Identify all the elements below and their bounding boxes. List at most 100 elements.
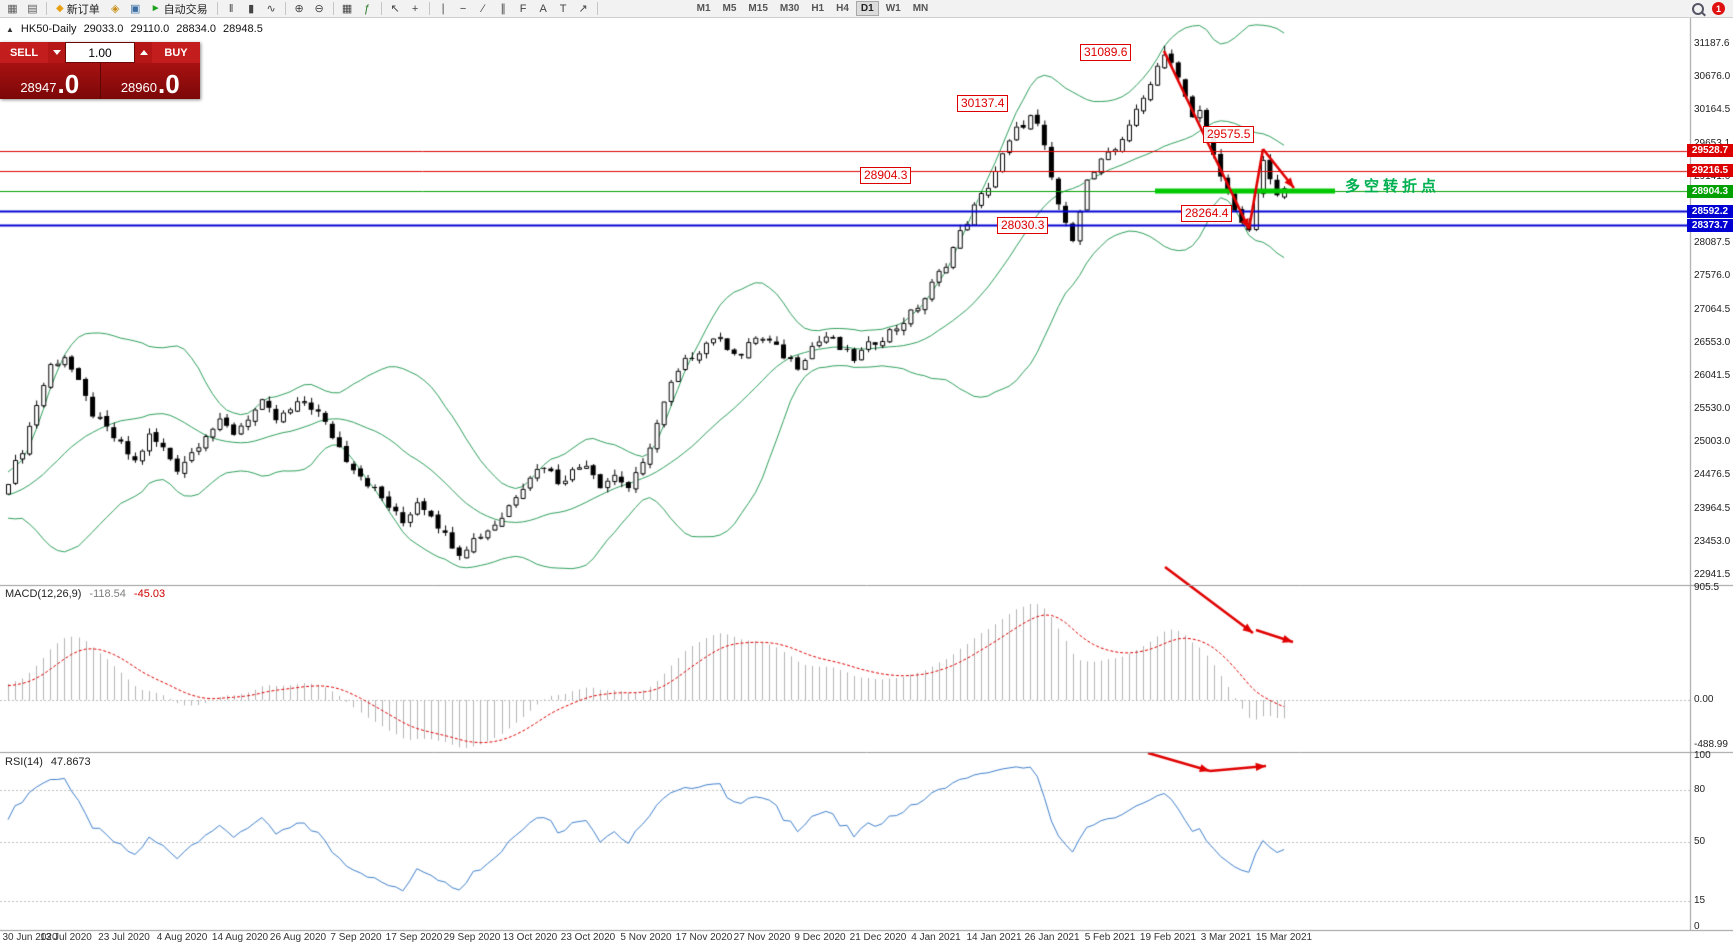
zoom-out-icon[interactable]: ⊖: [314, 3, 324, 15]
sell-price-frac: .0: [57, 69, 80, 99]
x-axis-label: 13 Jul 2020: [40, 932, 92, 943]
price-annotation[interactable]: 28030.3: [997, 217, 1049, 234]
buy-price-frac: .0: [157, 69, 180, 99]
x-axis-label: 27 Nov 2020: [733, 932, 791, 943]
x-axis-label: 17 Nov 2020: [675, 932, 733, 943]
y-axis-label: 26041.5: [1694, 369, 1731, 381]
price-line-badge: 28592.2: [1687, 204, 1733, 218]
price-annotation[interactable]: 28904.3: [860, 167, 912, 184]
timeframe-d1[interactable]: D1: [855, 1, 879, 16]
quote-open: 29033.0: [83, 23, 124, 35]
bar-chart-icon[interactable]: ‖: [228, 2, 234, 15]
zoom-in-icon[interactable]: ⊕: [294, 3, 304, 15]
toolbar-separator: [332, 2, 334, 15]
arrows-tool-icon[interactable]: ↗: [578, 3, 588, 15]
volume-input[interactable]: [65, 42, 135, 63]
buy-button[interactable]: BUY: [152, 42, 200, 63]
x-axis-label: 14 Aug 2020: [211, 932, 269, 943]
trendline-icon[interactable]: ∕: [482, 2, 485, 15]
new-order-button[interactable]: ◆ 新订单: [51, 1, 105, 17]
price-chart-canvas[interactable]: [0, 18, 1733, 946]
x-axis-label: 5 Feb 2021: [1084, 932, 1136, 943]
chart-overlay: 31187.630676.030164.529653.129141.628630…: [0, 18, 1733, 946]
x-axis-label: 26 Aug 2020: [269, 932, 327, 943]
x-axis-label: 26 Jan 2021: [1024, 932, 1080, 943]
y-axis-label: 31187.6: [1694, 38, 1730, 49]
buy-price[interactable]: 28960.0: [101, 63, 201, 99]
candlestick-chart-icon[interactable]: ▮: [248, 3, 255, 15]
timeframe-h1[interactable]: H1: [806, 1, 829, 16]
terminal-icon[interactable]: ▣: [130, 3, 141, 15]
quote-close: 28948.5: [223, 23, 263, 35]
cursor-icon[interactable]: ↖: [390, 3, 400, 15]
quote-symbol: HK50-Daily: [20, 23, 77, 35]
auto-trading-button[interactable]: ► 自动交易: [146, 1, 213, 17]
price-line-badge: 28373.7: [1687, 218, 1733, 232]
turning-point-label[interactable]: 多空转折点: [1345, 178, 1441, 195]
y-axis-label: 24476.5: [1694, 469, 1731, 481]
search-icon[interactable]: [1692, 2, 1704, 15]
x-axis-label: 17 Sep 2020: [385, 932, 443, 943]
chart-profiles-icon[interactable]: ▤: [27, 3, 38, 15]
text-icon[interactable]: A: [539, 2, 547, 15]
buy-price-main: 28960: [120, 80, 157, 95]
fibonacci-icon[interactable]: F: [519, 2, 527, 15]
price-annotation[interactable]: 30137.4: [957, 95, 1009, 112]
y-axis-label: 25530.0: [1694, 403, 1731, 415]
y-axis-label: 23964.5: [1694, 502, 1731, 514]
macd-signal-value: -45.03: [133, 588, 166, 600]
x-axis-label: 23 Oct 2020: [560, 932, 616, 943]
chart-window-icon[interactable]: ◈: [110, 3, 120, 15]
tile-windows-icon[interactable]: ▦: [341, 3, 353, 15]
rsi-axis-label: 100: [1694, 750, 1711, 761]
macd-axis-label: 0.00: [1694, 694, 1714, 705]
macd-axis-label: -488.99: [1694, 739, 1728, 750]
sell-button[interactable]: SELL: [0, 42, 48, 63]
rsi-axis-label: 15: [1694, 895, 1706, 907]
label-icon[interactable]: T: [559, 2, 567, 15]
y-axis-label: 23453.0: [1694, 535, 1731, 547]
x-axis-label: 14 Jan 2021: [966, 932, 1022, 943]
volume-decrease-button[interactable]: [48, 42, 65, 63]
chart-area: ▲ HK50-Daily 29033.0 29110.0 28834.0 289…: [0, 18, 1733, 946]
timeframe-m5[interactable]: M5: [718, 1, 742, 16]
quote-high: 29110.0: [130, 23, 170, 35]
volume-increase-button[interactable]: [135, 42, 152, 63]
timeframe-h4[interactable]: H4: [831, 1, 854, 16]
timeframe-mn[interactable]: MN: [908, 1, 934, 16]
timeframe-m30[interactable]: M30: [775, 1, 804, 16]
timeframe-w1[interactable]: W1: [881, 1, 906, 16]
notification-badge[interactable]: 1: [1712, 2, 1725, 15]
y-axis-label: 29653.1: [1694, 137, 1731, 149]
one-click-trade-panel: SELL BUY 28947.0 28960.0: [0, 42, 200, 99]
timeframe-m15[interactable]: M15: [743, 1, 772, 16]
toolbar-separator: [596, 2, 598, 15]
vertical-line-icon[interactable]: ∣: [440, 3, 446, 15]
toolbar-separator: [380, 2, 382, 15]
y-axis-label: 26553.0: [1694, 336, 1731, 348]
new-chart-icon[interactable]: ▦: [7, 3, 18, 15]
crosshair-icon[interactable]: +: [411, 2, 419, 15]
price-annotation[interactable]: 28264.4: [1181, 205, 1233, 222]
indicators-icon[interactable]: ƒ: [364, 2, 371, 15]
line-chart-icon[interactable]: ∿: [266, 3, 276, 15]
horizontal-line-icon[interactable]: −: [459, 2, 467, 15]
sell-price[interactable]: 28947.0: [0, 63, 100, 99]
x-axis-label: 3 Mar 2021: [1200, 932, 1252, 943]
sell-price-main: 28947: [20, 80, 57, 95]
price-line-badge: 28904.3: [1687, 184, 1733, 198]
x-axis-label: 19 Feb 2021: [1139, 932, 1197, 943]
rsi-axis-label: 0: [1694, 921, 1700, 932]
macd-axis-label: 905.5: [1694, 582, 1720, 593]
y-axis-label: 28087.5: [1694, 237, 1731, 249]
auto-trading-button-label: 自动交易: [163, 3, 208, 16]
price-annotation[interactable]: 31089.6: [1080, 44, 1132, 61]
price-annotation[interactable]: 29575.5: [1203, 126, 1255, 143]
toolbar-separator: [216, 2, 218, 15]
price-divider: [99, 63, 101, 99]
timeframe-m1[interactable]: M1: [692, 1, 716, 16]
symbol-arrow-icon: ▲: [6, 24, 14, 34]
channel-icon[interactable]: ∥: [500, 3, 506, 15]
x-axis-label: 4 Jan 2021: [911, 932, 961, 943]
